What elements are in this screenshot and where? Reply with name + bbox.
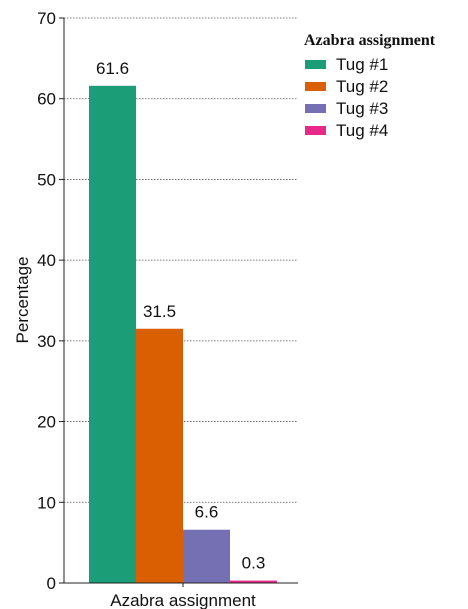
bar-tug-2: [136, 328, 183, 583]
legend: Azabra assignment Tug #1 Tug #2 Tug #3 Tug …: [304, 32, 436, 140]
legend-label: Tug #1: [336, 55, 388, 74]
y-tick-label: 30: [37, 332, 56, 351]
y-tick-label: 40: [37, 251, 56, 270]
y-tick-label: 50: [37, 170, 56, 189]
y-tick-label: 20: [37, 413, 56, 432]
legend-swatch: [305, 104, 326, 113]
legend-swatch: [305, 82, 326, 91]
data-labels: 61.6 31.5 6.6 0.3: [96, 59, 265, 573]
x-axis-title: Azabra assignment: [110, 591, 256, 609]
data-label: 0.3: [242, 554, 266, 573]
data-label: 6.6: [195, 503, 219, 522]
data-label: 31.5: [143, 302, 176, 321]
y-tick-label: 60: [37, 90, 56, 109]
legend-title: Azabra assignment: [304, 32, 436, 49]
legend-swatch: [305, 60, 326, 69]
y-tick-label: 10: [37, 493, 56, 512]
legend-swatch: [305, 126, 326, 135]
y-axis-title: Percentage: [13, 257, 32, 344]
legend-label: Tug #3: [336, 99, 388, 118]
data-label: 61.6: [96, 59, 129, 78]
bars: [89, 85, 277, 584]
y-tick-label: 0: [47, 574, 56, 593]
bar-tug-1: [89, 85, 136, 584]
legend-label: Tug #4: [336, 121, 388, 140]
y-tick-label: 70: [37, 9, 56, 28]
bar-tug-3: [183, 529, 230, 583]
legend-label: Tug #2: [336, 77, 388, 96]
axes: Percentage Azabra assignment 0 10 20 30 40 50…: [13, 9, 298, 609]
bar-tug-4: [230, 580, 277, 583]
